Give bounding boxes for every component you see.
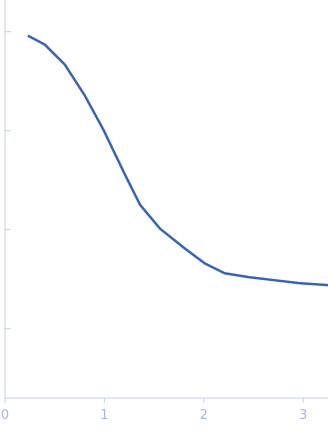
x-tick-label: 2 — [200, 408, 208, 423]
x-tick-label: 3 — [299, 408, 307, 423]
data-line — [27, 34, 328, 287]
x-tick-label: 0 — [1, 408, 9, 423]
x-tick-label: 1 — [100, 408, 108, 423]
